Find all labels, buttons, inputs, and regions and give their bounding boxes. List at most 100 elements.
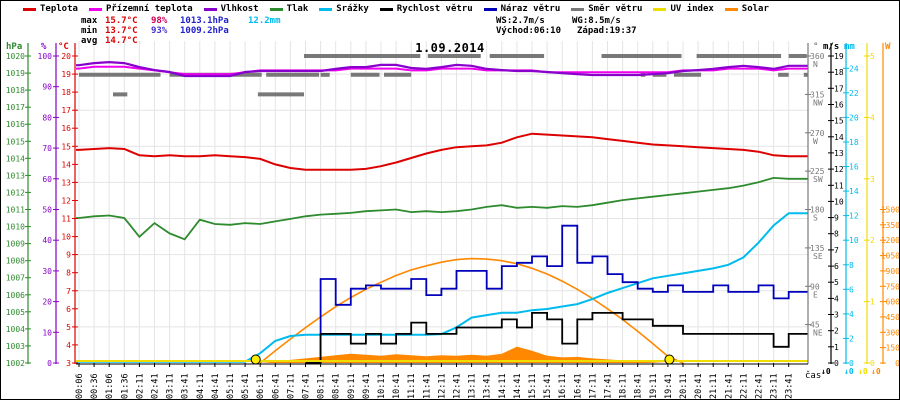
avg-label: avg <box>81 36 98 46</box>
svg-text:10:11: 10:11 <box>377 373 387 399</box>
svg-text:1200: 1200 <box>881 236 900 245</box>
svg-text:1: 1 <box>834 343 839 352</box>
svg-text:5: 5 <box>834 278 839 287</box>
legend-swatch <box>88 7 102 11</box>
svg-text:100: 100 <box>38 52 53 61</box>
chart-title: 1.09.2014 <box>415 41 485 55</box>
svg-text:1: 1 <box>870 298 875 307</box>
svg-text:1007: 1007 <box>6 274 25 283</box>
svg-text:6: 6 <box>849 285 854 294</box>
svg-text:1350: 1350 <box>881 221 900 230</box>
svg-text:19:11: 19:11 <box>649 373 659 399</box>
min-temp: 13.7°C <box>105 26 138 36</box>
svg-text:6: 6 <box>834 262 839 271</box>
svg-text:11: 11 <box>834 181 844 190</box>
svg-text:06:41: 06:41 <box>271 373 281 399</box>
svg-text:270: 270 <box>810 129 825 138</box>
svg-text:5: 5 <box>66 323 71 332</box>
svg-text:0: 0 <box>849 359 854 368</box>
svg-text:60: 60 <box>42 175 52 184</box>
legend-label: Solar <box>741 4 769 14</box>
svg-text:0: 0 <box>895 359 900 368</box>
svg-text:9: 9 <box>66 251 71 260</box>
svg-text:20:11: 20:11 <box>679 373 689 399</box>
svg-text:17: 17 <box>61 106 71 115</box>
legend-label: Teplota <box>40 4 78 14</box>
legend-swatch <box>23 7 36 11</box>
svg-text:12:11: 12:11 <box>437 373 447 399</box>
svg-text:4: 4 <box>834 294 839 303</box>
svg-text:4: 4 <box>849 310 854 319</box>
svg-text:16:41: 16:41 <box>573 373 583 399</box>
svg-text:04:41: 04:41 <box>211 373 221 399</box>
svg-text:12: 12 <box>61 197 71 206</box>
svg-text:20: 20 <box>42 298 52 307</box>
svg-text:16: 16 <box>834 101 844 110</box>
svg-text:NW: NW <box>813 98 823 107</box>
svg-text:50: 50 <box>42 206 52 215</box>
svg-text:23:41: 23:41 <box>785 373 795 399</box>
svg-text:14: 14 <box>849 187 859 196</box>
svg-text:17:41: 17:41 <box>604 373 614 399</box>
legend-label: Srážky <box>336 4 369 14</box>
svg-text:450: 450 <box>886 313 900 322</box>
min-humidity: 93% <box>151 26 168 36</box>
legend-label: UV index <box>670 4 714 14</box>
svg-text:0: 0 <box>870 359 875 368</box>
stats-avg-row: avg 14.7°C <box>81 36 281 46</box>
svg-text:20: 20 <box>849 113 859 122</box>
svg-text:1013: 1013 <box>6 171 25 180</box>
svg-text:↓0: ↓0 <box>821 367 831 376</box>
svg-text:3: 3 <box>870 175 875 184</box>
svg-text:05:41: 05:41 <box>241 373 251 399</box>
svg-text:11:41: 11:41 <box>422 373 432 399</box>
wind-stats-row: WS:2.7m/s WG:8.5m/s <box>496 16 637 26</box>
legend-item: Teplota <box>23 4 78 14</box>
wind-speed-stat: WS:2.7m/s <box>496 16 545 26</box>
svg-text:m/s: m/s <box>823 42 839 52</box>
svg-text:S: S <box>813 214 818 223</box>
svg-text:1016: 1016 <box>6 120 25 129</box>
svg-text:19: 19 <box>61 70 71 79</box>
svg-text:NE: NE <box>813 329 823 338</box>
svg-text:15: 15 <box>834 117 844 126</box>
svg-text:135: 135 <box>810 244 825 253</box>
svg-text:23:11: 23:11 <box>770 373 780 399</box>
svg-text:10: 10 <box>42 328 52 337</box>
svg-text:9: 9 <box>834 214 839 223</box>
svg-text:08:11: 08:11 <box>317 373 327 399</box>
max-pressure: 1013.1hPa <box>180 16 229 26</box>
svg-text:12: 12 <box>849 212 859 221</box>
legend-item: Vlhkost <box>203 4 259 14</box>
legend-item: Směr větru <box>571 4 642 14</box>
svg-text:11:11: 11:11 <box>407 373 417 399</box>
svg-text:1003: 1003 <box>6 342 25 351</box>
svg-text:↓0: ↓0 <box>858 367 868 376</box>
svg-text:°C: °C <box>58 42 69 52</box>
svg-text:22:41: 22:41 <box>755 373 765 399</box>
svg-text:10: 10 <box>834 197 844 206</box>
svg-text:1002: 1002 <box>6 359 25 368</box>
svg-text:225: 225 <box>810 167 825 176</box>
svg-text:315: 315 <box>810 90 825 99</box>
legend-item: Náraz větru <box>483 4 560 14</box>
svg-text:14:11: 14:11 <box>498 373 508 399</box>
svg-text:7: 7 <box>66 287 71 296</box>
legend-item: Přízemní teplota <box>88 4 193 14</box>
svg-text:1019: 1019 <box>6 69 25 78</box>
svg-text:80: 80 <box>42 113 52 122</box>
svg-text:360: 360 <box>810 52 825 61</box>
svg-text:6: 6 <box>66 305 71 314</box>
svg-text:3: 3 <box>834 311 839 320</box>
svg-text:2: 2 <box>849 334 854 343</box>
max-humidity: 98% <box>151 16 168 26</box>
svg-text:čas: čas <box>805 370 821 381</box>
svg-text:18: 18 <box>849 138 859 147</box>
svg-text:22: 22 <box>849 89 859 98</box>
svg-text:1014: 1014 <box>6 154 25 163</box>
svg-text:21:11: 21:11 <box>709 373 719 399</box>
legend-swatch <box>269 7 283 11</box>
svg-text:12: 12 <box>834 165 844 174</box>
legend-swatch <box>483 7 497 11</box>
legend-label: Vlhkost <box>220 4 259 14</box>
